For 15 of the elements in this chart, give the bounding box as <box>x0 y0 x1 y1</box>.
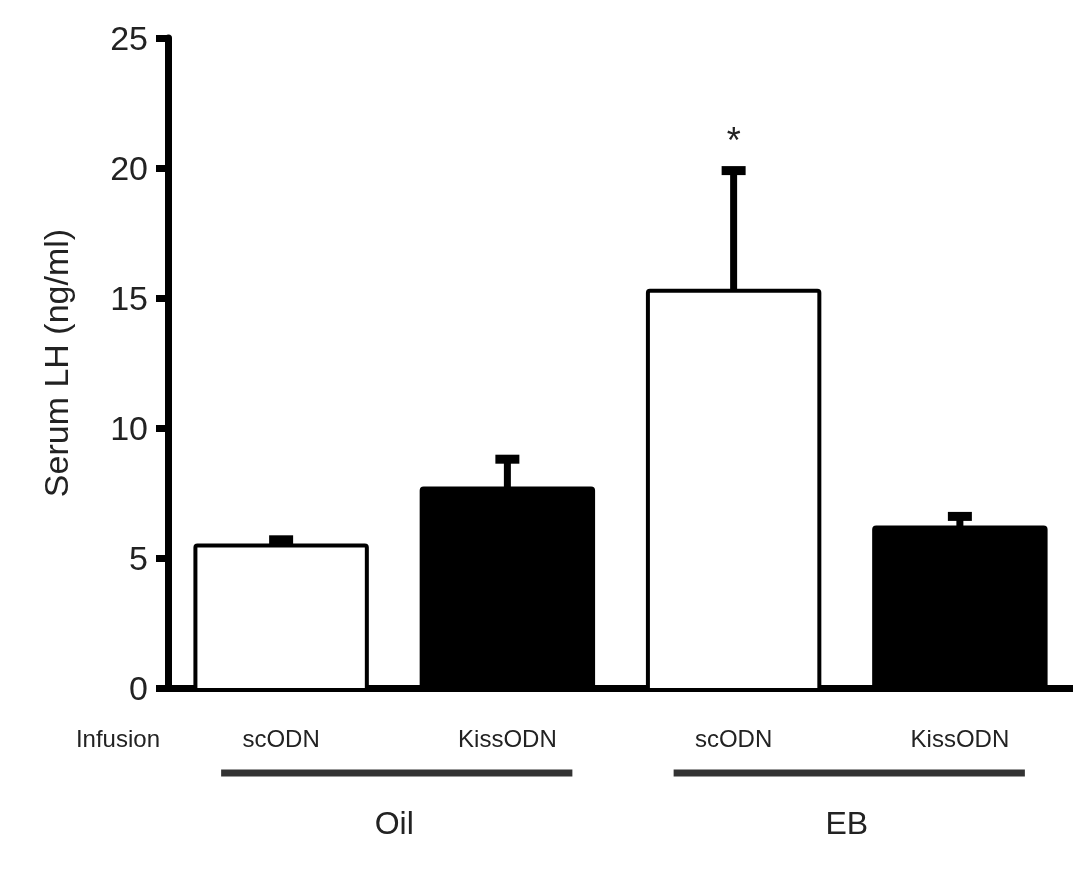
y-axis-title: Serum LH (ng/ml) <box>37 228 75 498</box>
y-tick-label: 20 <box>110 149 148 187</box>
y-tick-label: 15 <box>110 279 148 317</box>
text: EB <box>825 805 869 841</box>
x-tick-label: scODN <box>242 724 320 752</box>
y-tick-label: 0 <box>129 669 148 707</box>
annotation: * <box>726 120 741 162</box>
y-tick-label: 10 <box>110 409 148 447</box>
y-tick-label: 25 <box>110 19 148 57</box>
x-tick-label: KissODN <box>910 724 1010 752</box>
x-tick-label: KissODN <box>458 724 557 752</box>
text: Infusion <box>75 724 160 752</box>
text: Oil <box>374 805 414 841</box>
x-tick-label: scODN <box>694 724 773 752</box>
y-tick-label: 5 <box>129 539 148 577</box>
